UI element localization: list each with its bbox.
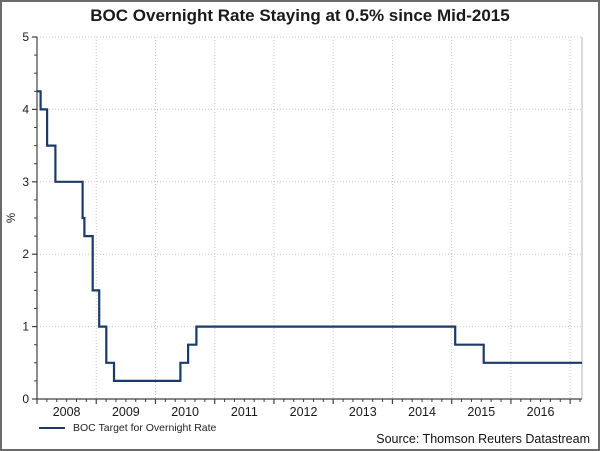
legend: BOC Target for Overnight Rate	[39, 422, 216, 434]
x-tick-label: 2014	[408, 405, 436, 419]
source-note: Source: Thomson Reuters Datastream	[376, 432, 590, 446]
legend-label: BOC Target for Overnight Rate	[73, 422, 217, 434]
x-tick-label: 2012	[290, 405, 318, 419]
x-tick-label: 2008	[53, 405, 81, 419]
y-tick-label: 3	[22, 175, 29, 189]
series-line	[37, 90, 582, 382]
x-tick-label: 2010	[171, 405, 199, 419]
x-tick-label: 2015	[467, 405, 495, 419]
chart-title: BOC Overnight Rate Staying at 0.5% since…	[90, 6, 510, 25]
y-tick-label: 2	[22, 247, 29, 261]
y-tick-label: 5	[22, 30, 29, 44]
x-tick-label: 2011	[231, 405, 258, 419]
y-tick-label: 0	[22, 392, 29, 406]
x-tick-label: 2013	[349, 405, 377, 419]
y-tick-label: 1	[22, 320, 29, 334]
legend-line-swatch	[39, 427, 65, 429]
x-tick-label: 2016	[527, 405, 555, 419]
y-axis-label: %	[6, 213, 18, 223]
y-tick-label: 4	[22, 102, 29, 116]
x-tick-label: 2009	[112, 405, 140, 419]
